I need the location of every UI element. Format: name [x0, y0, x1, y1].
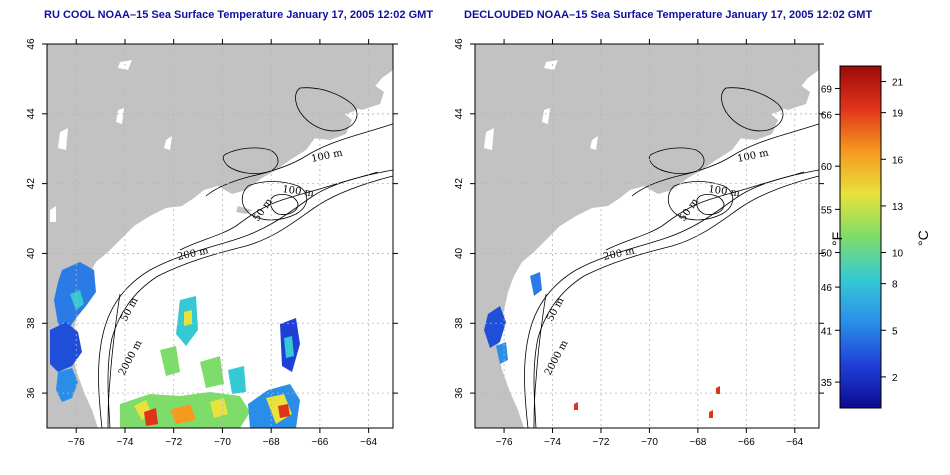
contour-label: 100 m: [282, 184, 315, 199]
celsius-tick-label: 10: [892, 249, 904, 260]
y-tick-label: 38: [26, 317, 37, 329]
celsius-tick-label: 16: [892, 155, 904, 166]
celsius-tick-label: 13: [892, 202, 904, 213]
y-tick-label: 42: [454, 178, 465, 190]
y-tick-label: 40: [26, 247, 37, 259]
x-tick-label: −76: [496, 437, 513, 448]
x-tick-label: −74: [116, 437, 133, 448]
right-panel-title: DECLOUDED NOAA–15 Sea Surface Temperatur…: [464, 9, 873, 21]
x-tick-label: −70: [641, 437, 658, 448]
x-tick-label: −72: [592, 437, 609, 448]
x-tick-label: −64: [360, 437, 377, 448]
temperature-colorbar: 69 66 60 55 50 46 41 35 21 19 16 13 10 8 5 2 °F °C: [821, 65, 931, 409]
right-map-panel: 100 m 100 m 50 m 200 m 50 m 2000 m: [474, 43, 820, 429]
x-tick-label: −66: [738, 437, 755, 448]
left-map-panel: 100 m 100 m 50 m 200 m 50 m 2000 m: [46, 43, 394, 429]
contour-label: 100 m: [708, 184, 741, 199]
fahrenheit-tick-label: 60: [821, 162, 833, 173]
fahrenheit-ticks: 69 66 60 55 50 46 41 35: [821, 84, 840, 389]
lakes: [50, 60, 172, 222]
fahrenheit-tick-label: 50: [821, 249, 833, 260]
fahrenheit-unit-label: °F: [829, 232, 845, 246]
y-tick-label: 40: [454, 247, 465, 259]
right-axis-ticks: −76 −74 −72 −70 −68 −66 −64 36 38 40 42 44 46: [454, 38, 824, 448]
fahrenheit-tick-label: 55: [821, 205, 833, 216]
y-tick-label: 36: [454, 387, 465, 399]
x-tick-label: −70: [214, 437, 231, 448]
sst-patches: [50, 262, 300, 428]
y-tick-label: 44: [26, 108, 37, 120]
fahrenheit-tick-label: 46: [821, 283, 833, 294]
left-axis-ticks: −76 −74 −72 −70 −68 −66 −64 36 38 40 42 44 46: [26, 38, 398, 448]
celsius-tick-label: 19: [892, 109, 904, 120]
colorbar-scale: [839, 65, 882, 409]
celsius-tick-label: 21: [892, 78, 904, 89]
x-tick-label: −64: [786, 437, 803, 448]
x-tick-label: −68: [689, 437, 706, 448]
fahrenheit-tick-label: 35: [821, 378, 833, 389]
x-tick-label: −68: [263, 437, 280, 448]
x-tick-label: −66: [311, 437, 328, 448]
left-panel-title: RU COOL NOAA–15 Sea Surface Temperature …: [44, 9, 434, 21]
y-tick-label: 42: [26, 178, 37, 190]
bathymetry-contours: [98, 87, 394, 429]
fahrenheit-tick-label: 69: [821, 84, 833, 95]
celsius-ticks: 21 19 16 13 10 8 5 2: [881, 78, 904, 384]
map-frame: [474, 43, 820, 429]
map-frame: [46, 43, 394, 429]
fahrenheit-tick-label: 41: [821, 326, 833, 337]
celsius-tick-label: 8: [892, 280, 898, 291]
y-tick-label: 44: [454, 108, 465, 120]
lakes: [484, 60, 598, 150]
celsius-unit-label: °C: [915, 230, 931, 246]
land-mass: [475, 44, 819, 428]
x-tick-label: −74: [544, 437, 561, 448]
x-tick-label: −76: [68, 437, 85, 448]
x-tick-label: −72: [165, 437, 182, 448]
land-mass: [47, 44, 393, 428]
celsius-tick-label: 2: [892, 373, 898, 384]
y-tick-label: 38: [454, 317, 465, 329]
sst-patches: [484, 272, 720, 418]
fahrenheit-tick-label: 66: [821, 110, 833, 121]
y-tick-label: 46: [454, 38, 465, 50]
celsius-tick-label: 5: [892, 326, 898, 337]
grid-lines: [47, 43, 393, 428]
bathymetry-contours: [524, 87, 820, 429]
y-tick-label: 36: [26, 387, 37, 399]
y-tick-label: 46: [26, 38, 37, 50]
